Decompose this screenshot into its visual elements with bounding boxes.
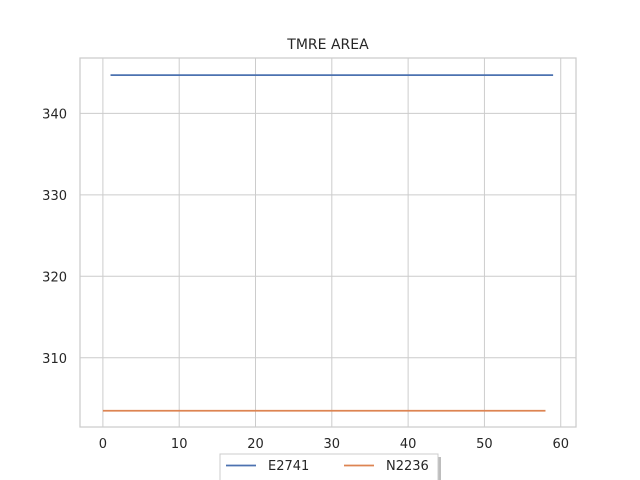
legend-label-e2741: E2741 [268, 459, 309, 474]
legend: E2741 N2236 [219, 453, 441, 480]
x-tick-label: 50 [476, 437, 493, 452]
legend-box [219, 453, 439, 480]
x-tick-label: 20 [247, 437, 264, 452]
x-tick-label: 0 [99, 437, 107, 452]
tick-labels: 0 10 20 30 40 50 60 310 320 330 340 [42, 107, 569, 452]
y-tick-label: 330 [42, 189, 67, 204]
x-tick-label: 40 [400, 437, 417, 452]
plot-frame [79, 57, 577, 428]
series-lines [102, 74, 554, 412]
x-tick-label: 60 [552, 437, 569, 452]
x-tick-label: 10 [171, 437, 188, 452]
y-tick-label: 340 [42, 107, 67, 122]
chart-title: TMRE AREA [286, 37, 369, 53]
y-tick-label: 320 [42, 270, 67, 285]
y-tick-label: 310 [42, 352, 67, 367]
legend-label-n2236: N2236 [386, 459, 429, 474]
x-tick-label: 30 [324, 437, 341, 452]
grid [80, 58, 576, 427]
